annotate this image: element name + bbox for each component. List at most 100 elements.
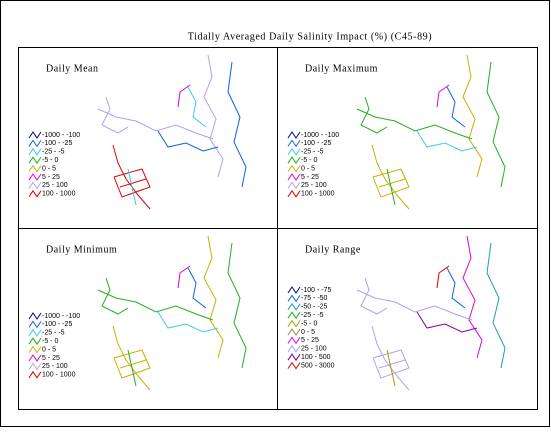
legend-label: -25 - -5 [42,149,65,156]
legend-label: -25 - -5 [42,330,65,337]
channel [97,289,214,321]
channel [436,84,450,108]
legend-label: 5 - 25 [301,174,319,181]
legend-swatch [287,139,301,148]
legend-swatch [287,164,301,173]
legend-swatch [28,156,42,165]
legend-label: -100 - -25 [301,140,331,147]
channel [462,235,483,359]
legend-label: -100 - -25 [42,321,72,328]
legend-swatch [287,181,301,190]
legend-label: 5 - 25 [42,174,60,181]
legend-label: -50 - -25 [301,304,328,311]
channel [386,349,396,387]
legend-swatch [287,353,301,362]
channel [127,349,137,387]
legend-label: 25 - 100 [42,182,68,189]
channel [446,86,466,128]
legend-label: 25 - 100 [301,182,327,189]
legend-swatch [287,319,301,328]
legend-swatch [28,328,42,337]
legend-swatch [287,344,301,353]
legend-swatch [28,139,42,148]
legend-swatch [287,302,301,311]
channel [113,349,151,379]
legend-label: -100 - -25 [42,140,72,147]
channel [112,325,151,391]
legend-label: -5 - 0 [301,157,317,164]
legend-label: -5 - 0 [42,338,58,345]
channel [446,267,466,309]
legend-swatch [287,147,301,156]
channel [436,265,450,289]
channel [112,144,151,210]
channel [486,242,506,369]
legend-label: 100 - 1000 [42,372,76,379]
legend-label: -25 - -5 [301,149,324,156]
channel [360,277,388,315]
channel [127,168,137,206]
legend-label: 100 - 500 [301,354,331,361]
legend-label: -1000 - -100 [301,132,339,139]
legend-label: 25 - 100 [42,363,68,370]
channel [462,54,483,178]
legend-label: 0 - 5 [42,346,56,353]
channel [371,325,410,391]
channel [372,349,410,379]
channel [119,359,147,369]
legend-swatch [28,173,42,181]
legend-swatch [287,328,301,336]
channel [416,311,478,333]
legend-swatch [28,312,42,320]
channel [203,235,224,359]
legend-label: -100 - -75 [301,287,331,294]
channel [177,265,191,289]
channel [97,108,214,140]
legend-swatch [28,362,42,371]
legend-swatch [28,354,42,362]
legend-label: 100 - 1000 [301,191,335,198]
channel [157,311,219,333]
panel-title: Daily Range [305,244,361,255]
channel [157,130,219,152]
legend-label: 25 - 100 [301,346,327,353]
panel-title: Daily Mean [46,63,99,74]
legend-swatch [287,336,301,345]
legend-swatch [28,147,42,156]
panel-title: Daily Minimum [46,244,117,255]
legend-label: -25 - -5 [301,312,324,319]
channel [187,267,207,309]
channel [378,359,406,369]
channel [360,96,388,134]
legend-swatch [287,361,301,370]
legend-swatch [287,173,301,181]
legend-label: 0 - 5 [301,329,315,336]
legend-swatch [28,345,42,354]
legend-swatch [287,189,301,198]
legend-label: 5 - 25 [42,355,60,362]
legend-swatch [28,320,42,329]
channel [372,168,410,198]
legend-swatch [28,189,42,198]
legend-swatch [28,164,42,173]
legend-label: 0 - 5 [42,165,56,172]
channel [356,108,473,140]
legend-label: -5 - 0 [42,157,58,164]
channel [177,84,191,108]
channel [119,178,147,188]
channel [371,144,410,210]
legend-label: 500 - 3000 [301,362,335,369]
legend-swatch [28,181,42,190]
legend-swatch [287,156,301,165]
channel [203,54,224,178]
channel [378,178,406,188]
legend-label: 5 - 25 [301,337,319,344]
legend-swatch [287,311,301,320]
legend-swatch [28,337,42,346]
legend-swatch [287,286,301,294]
legend-swatch [287,294,301,303]
figure-title: Tidally Averaged Daily Salinity Impact (… [188,31,432,42]
channel [356,289,473,321]
channel [101,277,129,315]
